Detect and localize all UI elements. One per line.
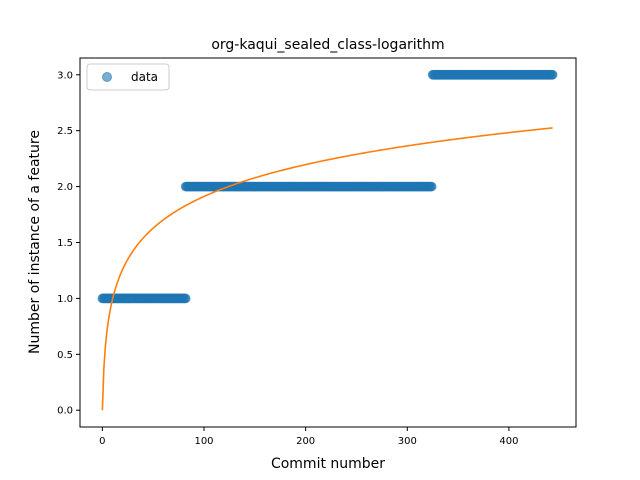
data-point (180, 293, 191, 304)
y-tick-label: 0.0 (57, 406, 73, 417)
y-tick-label: 2.5 (57, 126, 73, 137)
y-tick-label: 1.0 (57, 294, 73, 305)
legend: data (86, 63, 170, 91)
legend-box (86, 63, 170, 91)
x-tick-label: 300 (398, 436, 417, 447)
y-tick-label: 0.5 (57, 350, 73, 361)
chart-title: org-kaqui_sealed_class-logarithm (211, 37, 444, 53)
x-axis-label: Commit number (271, 456, 385, 472)
y-tick-label: 1.5 (57, 238, 73, 249)
fit-curve (101, 127, 553, 411)
x-axis-ticks: 0 100 200 300 400 (99, 427, 518, 447)
data-point (426, 181, 437, 192)
x-tick-label: 100 (194, 436, 213, 447)
y-tick-label: 2.0 (57, 182, 73, 193)
legend-marker-data (102, 72, 112, 82)
y-axis-ticks: 0.0 0.5 1.0 1.5 2.0 2.5 3.0 (57, 70, 80, 417)
plot-area (97, 69, 558, 411)
legend-label-data: data (131, 70, 158, 84)
y-tick-label: 3.0 (57, 70, 73, 81)
x-tick-label: 0 (99, 436, 105, 447)
y-axis-label: Number of instance of a feature (27, 130, 43, 354)
x-tick-label: 400 (499, 436, 518, 447)
axes-frame (79, 57, 577, 428)
data-point (547, 69, 558, 80)
x-tick-label: 200 (296, 436, 315, 447)
